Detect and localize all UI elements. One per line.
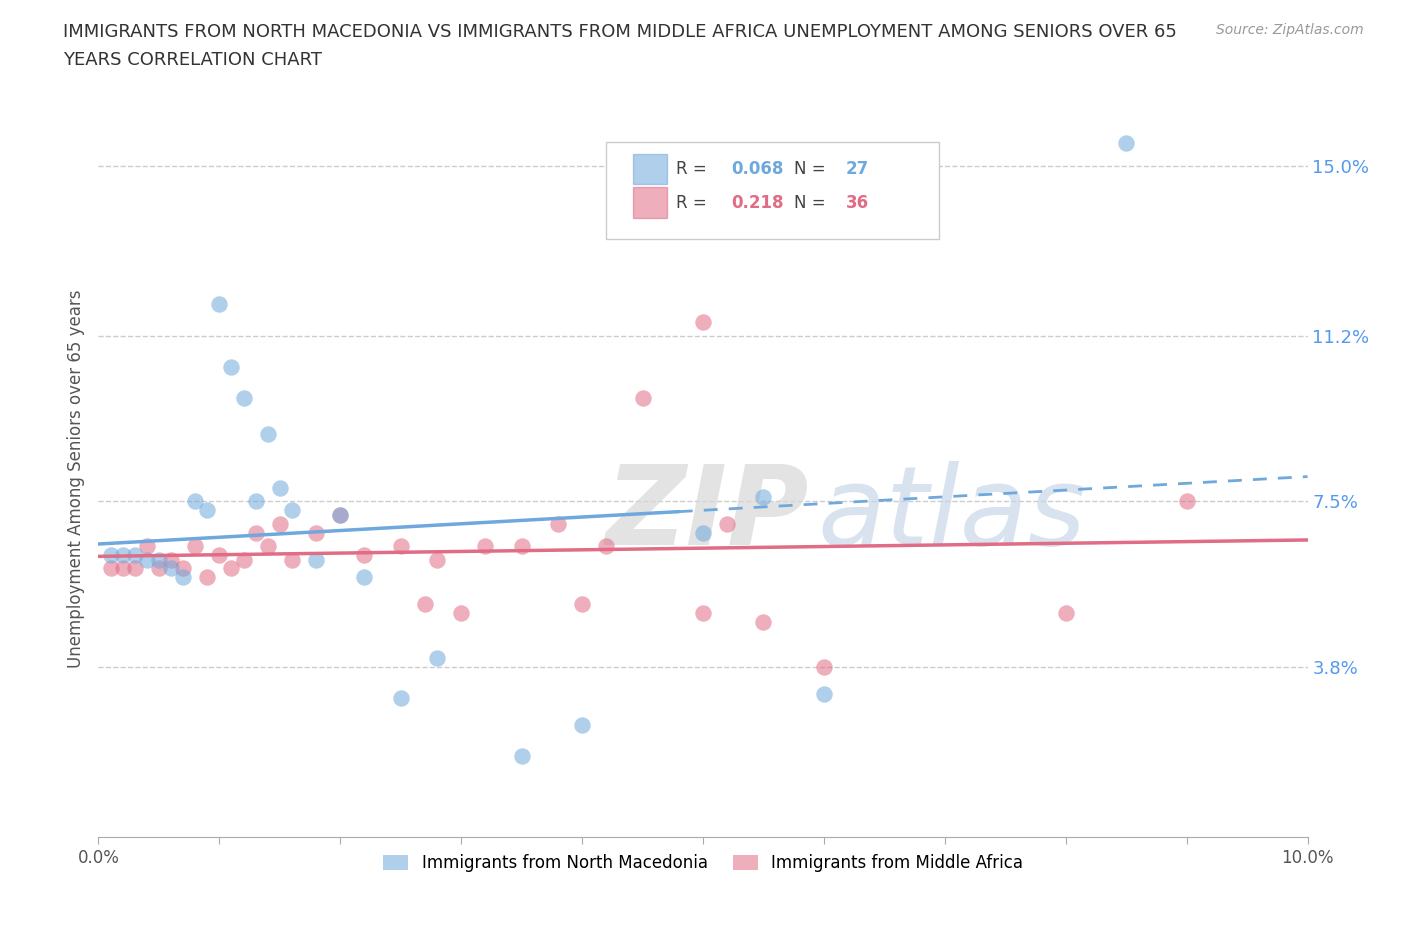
- Point: [510, 538, 533, 553]
- Bar: [633, 153, 666, 184]
- Point: [353, 548, 375, 563]
- Text: R =: R =: [676, 160, 717, 178]
- Point: [595, 538, 617, 553]
- Point: [389, 538, 412, 553]
- Point: [389, 691, 412, 706]
- Text: atlas: atlas: [818, 461, 1087, 568]
- Point: [631, 391, 654, 405]
- Point: [232, 391, 254, 405]
- Point: [221, 561, 243, 576]
- Point: [1115, 136, 1137, 151]
- Point: [111, 561, 134, 576]
- Point: [813, 659, 835, 674]
- Point: [100, 561, 122, 576]
- Point: [124, 561, 146, 576]
- Text: R =: R =: [676, 193, 717, 211]
- Point: [100, 548, 122, 563]
- Point: [148, 561, 170, 576]
- Point: [245, 494, 267, 509]
- Point: [269, 481, 291, 496]
- Point: [172, 561, 194, 576]
- Point: [353, 570, 375, 585]
- Text: IMMIGRANTS FROM NORTH MACEDONIA VS IMMIGRANTS FROM MIDDLE AFRICA UNEMPLOYMENT AM: IMMIGRANTS FROM NORTH MACEDONIA VS IMMIG…: [63, 23, 1177, 41]
- Point: [148, 552, 170, 567]
- Text: Source: ZipAtlas.com: Source: ZipAtlas.com: [1216, 23, 1364, 37]
- Text: ZIP: ZIP: [606, 461, 810, 568]
- Point: [571, 597, 593, 612]
- Point: [232, 552, 254, 567]
- Point: [256, 538, 278, 553]
- Text: N =: N =: [793, 193, 831, 211]
- Point: [547, 516, 569, 531]
- Point: [329, 508, 352, 523]
- Point: [221, 360, 243, 375]
- Point: [111, 548, 134, 563]
- Point: [329, 508, 352, 523]
- Point: [135, 552, 157, 567]
- Point: [135, 538, 157, 553]
- Point: [281, 503, 304, 518]
- Point: [426, 552, 449, 567]
- Point: [1175, 494, 1198, 509]
- Point: [474, 538, 496, 553]
- Point: [208, 548, 231, 563]
- Point: [195, 570, 218, 585]
- Text: N =: N =: [793, 160, 831, 178]
- Legend: Immigrants from North Macedonia, Immigrants from Middle Africa: Immigrants from North Macedonia, Immigra…: [377, 847, 1029, 879]
- Point: [305, 552, 328, 567]
- Text: 36: 36: [845, 193, 869, 211]
- Point: [752, 615, 775, 630]
- Point: [813, 686, 835, 701]
- Point: [184, 494, 207, 509]
- Point: [413, 597, 436, 612]
- FancyBboxPatch shape: [606, 142, 939, 239]
- Point: [571, 718, 593, 733]
- Point: [124, 548, 146, 563]
- Point: [752, 489, 775, 504]
- Point: [269, 516, 291, 531]
- Point: [256, 427, 278, 442]
- Point: [1054, 605, 1077, 620]
- Y-axis label: Unemployment Among Seniors over 65 years: Unemployment Among Seniors over 65 years: [66, 290, 84, 668]
- Text: 0.218: 0.218: [731, 193, 783, 211]
- Point: [195, 503, 218, 518]
- Point: [692, 605, 714, 620]
- Point: [426, 651, 449, 666]
- Text: YEARS CORRELATION CHART: YEARS CORRELATION CHART: [63, 51, 322, 69]
- Point: [160, 561, 183, 576]
- Bar: [633, 188, 666, 218]
- Point: [160, 552, 183, 567]
- Text: 27: 27: [845, 160, 869, 178]
- Point: [716, 516, 738, 531]
- Point: [245, 525, 267, 540]
- Point: [305, 525, 328, 540]
- Point: [692, 525, 714, 540]
- Point: [692, 315, 714, 330]
- Point: [172, 570, 194, 585]
- Point: [450, 605, 472, 620]
- Point: [281, 552, 304, 567]
- Point: [208, 297, 231, 312]
- Point: [184, 538, 207, 553]
- Point: [510, 749, 533, 764]
- Text: 0.068: 0.068: [731, 160, 783, 178]
